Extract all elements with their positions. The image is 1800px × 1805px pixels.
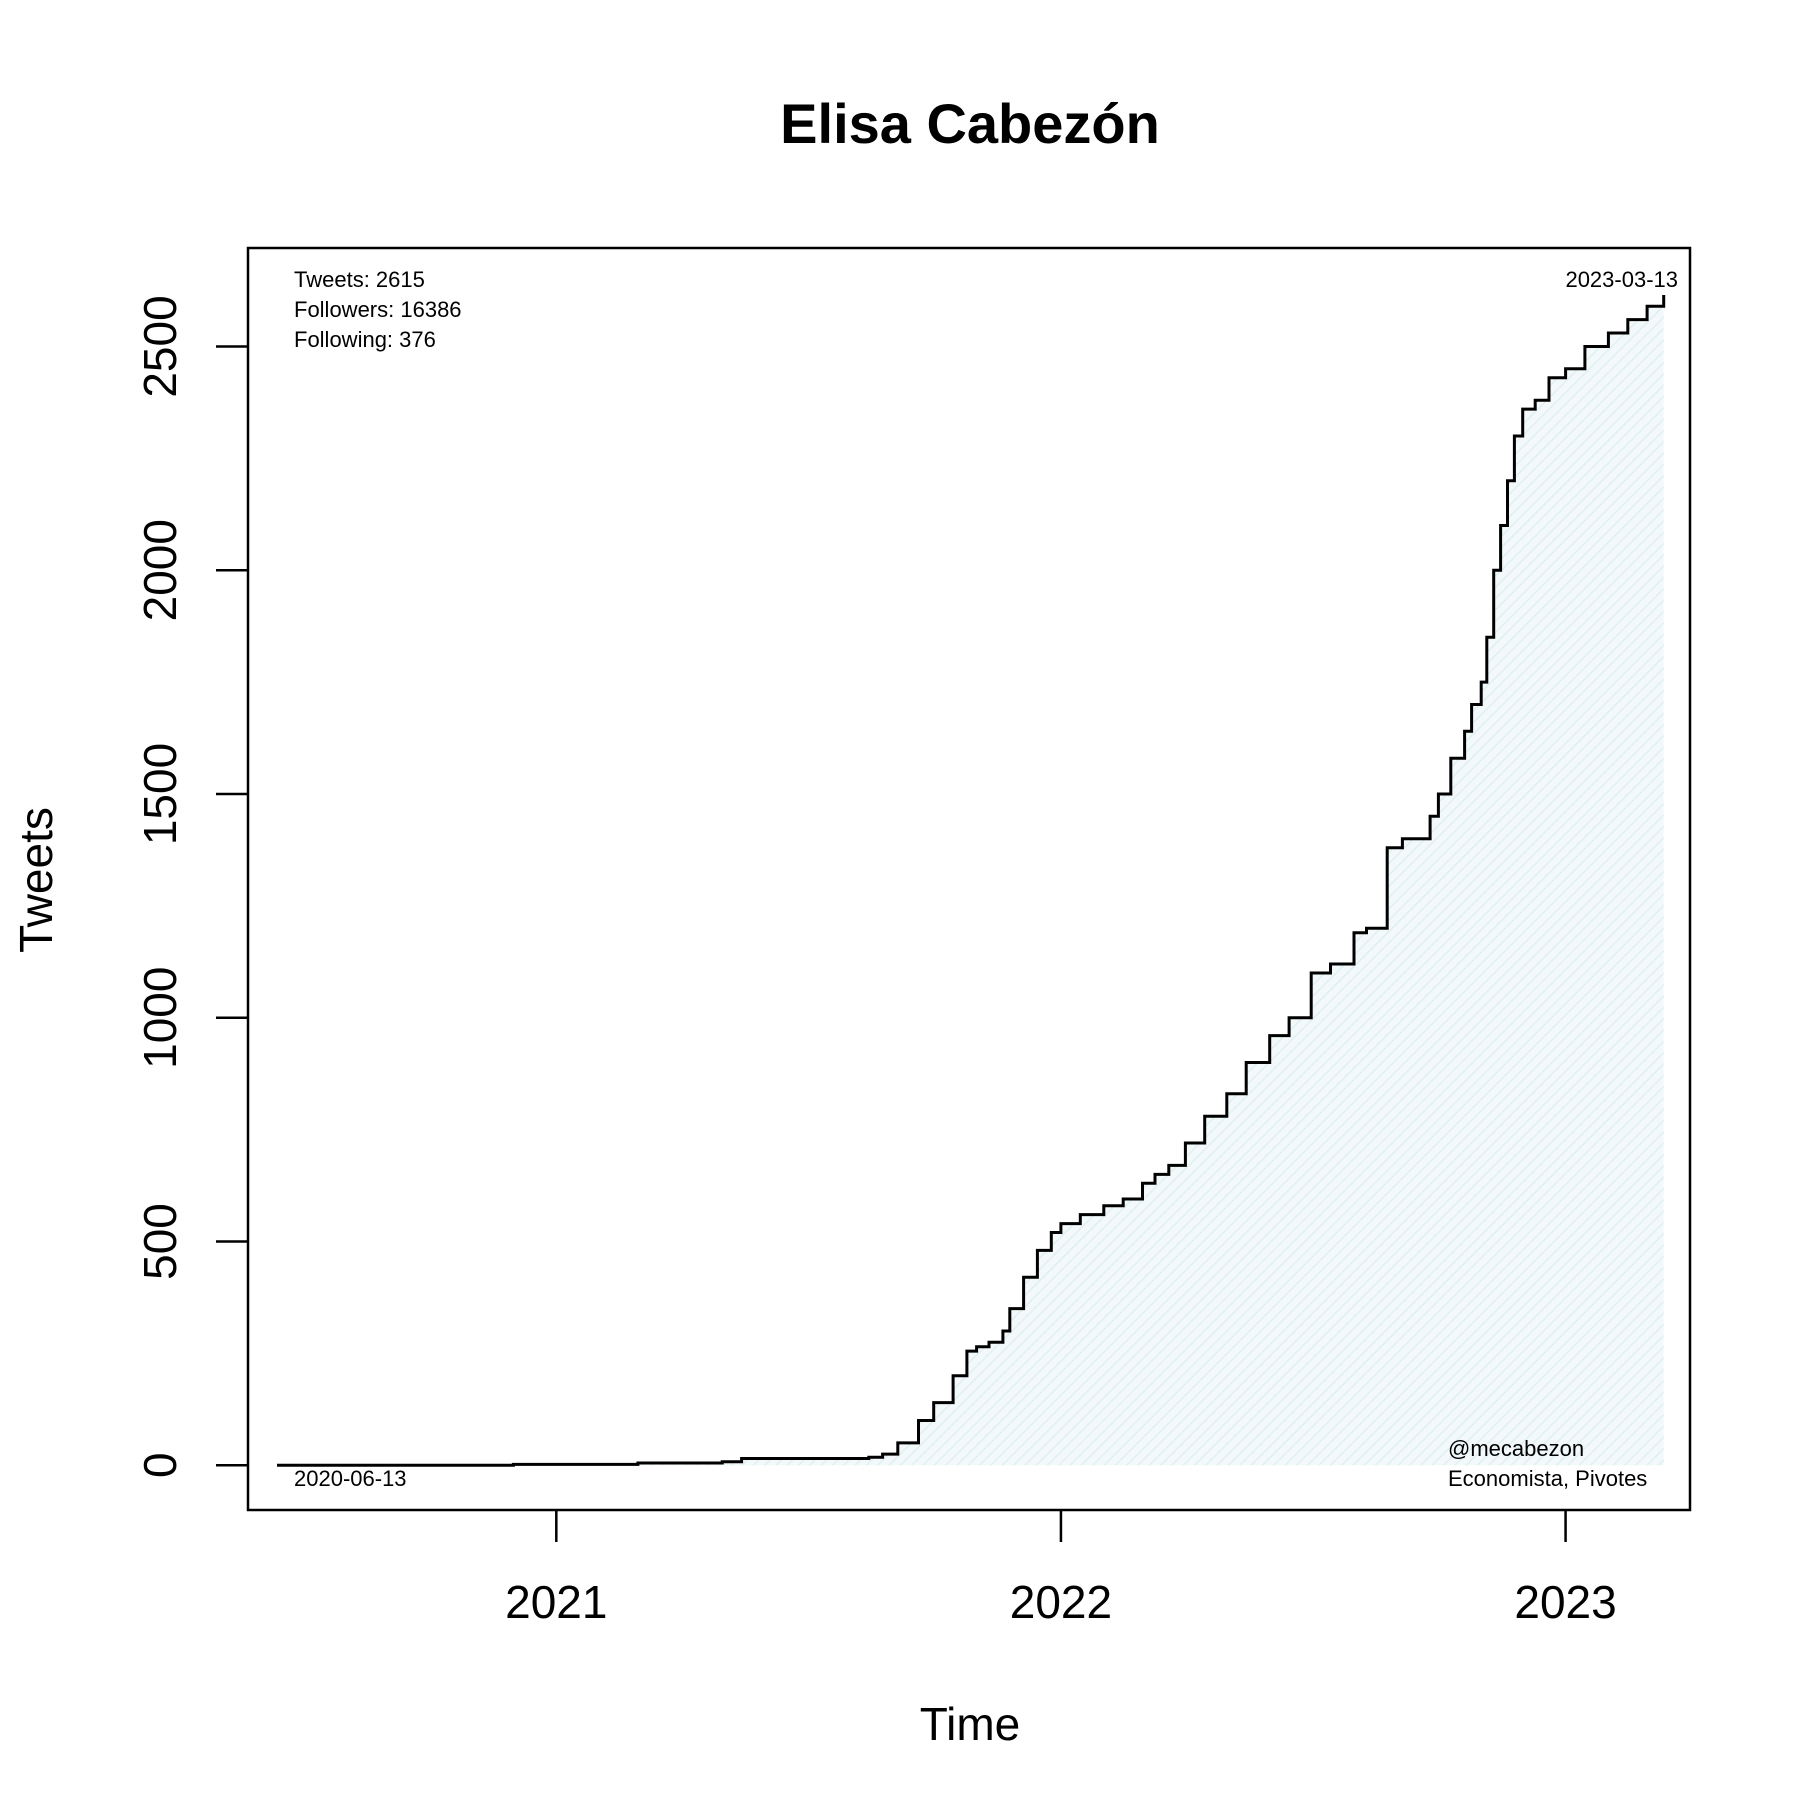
y-tick-label: 1000 [134,967,186,1069]
plot-frame [246,246,1692,1512]
y-tick-label: 2000 [134,519,186,621]
x-tick-label: 2021 [505,1576,607,1628]
following-stat: Following: 376 [294,327,436,352]
x-axis-label: Time [920,1698,1021,1750]
x-tick-label: 2022 [1010,1576,1112,1628]
chart-title: Elisa Cabezón [780,92,1160,155]
series-line [277,295,1666,1467]
handle-label: @mecabezon [1448,1436,1584,1461]
followers-stat: Followers: 16386 [294,297,462,322]
y-tick-label: 500 [134,1203,186,1280]
y-tick-label: 1500 [134,743,186,845]
y-axis: 0 500 1000 1500 2000 2500 [134,295,248,1478]
description-label: Economista, Pivotes [1448,1466,1647,1491]
series-area-fill [277,295,1664,1466]
end-date-label: 2023-03-13 [1565,267,1678,292]
y-tick-label: 0 [134,1452,186,1478]
tweets-stat: Tweets: 2615 [294,267,425,292]
x-axis: 2021 2022 2023 [505,1510,1617,1628]
series-layer [277,295,1666,1467]
start-date-label: 2020-06-13 [294,1466,407,1491]
x-tick-label: 2023 [1514,1576,1616,1628]
y-axis-label: Tweets [10,807,62,953]
y-tick-label: 2500 [134,295,186,397]
